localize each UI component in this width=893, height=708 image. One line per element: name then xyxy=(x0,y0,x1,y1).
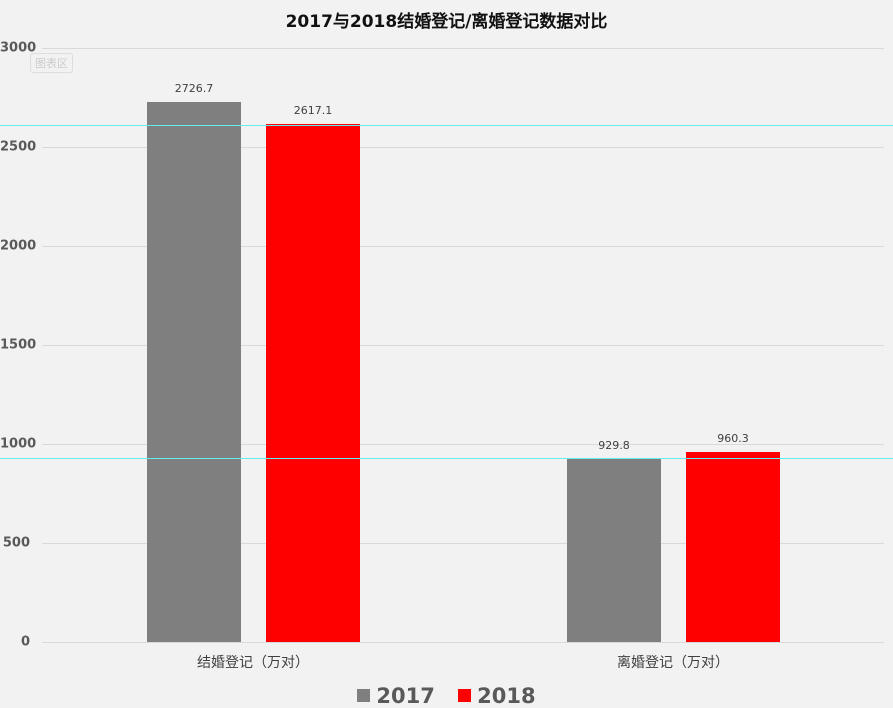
y-tick: 2500 xyxy=(0,139,37,155)
y-tick: 500 xyxy=(2,535,30,551)
legend-swatch-icon xyxy=(458,689,472,702)
bar-marriage-2017[interactable] xyxy=(147,102,241,642)
x-category-label: 结婚登记（万对） xyxy=(197,655,309,671)
guide-line xyxy=(0,458,893,459)
y-tick: 2000 xyxy=(0,238,37,254)
legend-swatch-icon xyxy=(357,689,371,702)
gridline xyxy=(42,444,884,445)
data-label: 960.3 xyxy=(717,432,749,445)
data-label: 2726.7 xyxy=(174,82,214,95)
y-tick: 1000 xyxy=(0,436,37,452)
chart-title: 2017与2018结婚登记/离婚登记数据对比 xyxy=(285,12,608,32)
data-label: 2617.1 xyxy=(293,104,333,117)
bar-divorce-2017[interactable] xyxy=(567,458,661,642)
gridline xyxy=(42,345,884,346)
guide-line xyxy=(0,125,893,126)
bar-marriage-2018[interactable] xyxy=(266,124,360,642)
gridline xyxy=(42,543,884,544)
y-tick: 3000 xyxy=(0,40,37,56)
y-tick: 1500 xyxy=(0,337,37,353)
data-label: 929.8 xyxy=(598,439,630,452)
chart-area-tag: 图表区 xyxy=(30,53,73,73)
gridline xyxy=(42,147,884,148)
x-axis-line xyxy=(42,642,884,643)
x-category-label: 离婚登记（万对） xyxy=(617,655,729,671)
legend-item-2018[interactable]: 2018 xyxy=(458,684,536,708)
legend: 2017 2018 xyxy=(0,684,893,708)
bar-divorce-2018[interactable] xyxy=(686,452,780,642)
gridline xyxy=(42,48,884,49)
plot-area[interactable]: 3000 2500 2000 1500 1000 500 0 2726.7 26… xyxy=(0,41,884,650)
legend-item-2017[interactable]: 2017 xyxy=(357,684,435,708)
y-tick: 0 xyxy=(20,634,30,650)
gridline xyxy=(42,246,884,247)
